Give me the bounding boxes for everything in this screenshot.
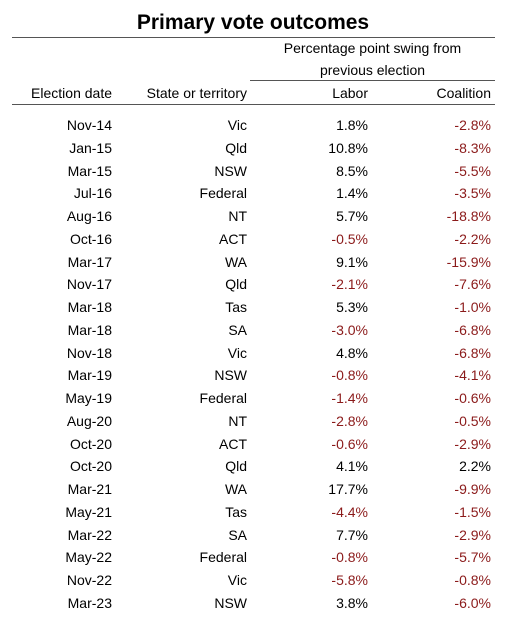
state: Vic xyxy=(227,117,247,133)
election-date: Mar-22 xyxy=(67,526,112,543)
labor-swing: 8.5% xyxy=(336,162,368,179)
labor-swing: 5.7% xyxy=(336,208,368,225)
labor-swing: 7.7% xyxy=(336,526,368,543)
election-date: Oct-20 xyxy=(69,435,112,452)
coalition-swing: -5.7% xyxy=(454,549,491,566)
state: Federal xyxy=(199,549,247,566)
state: Federal xyxy=(199,390,247,407)
election-date: May-19 xyxy=(65,390,112,407)
election-date: Jan-15 xyxy=(69,139,112,156)
column-header: State or territory xyxy=(146,85,247,101)
state: NSW xyxy=(214,162,247,179)
labor-swing: 17.7% xyxy=(328,481,368,498)
election-date: Mar-23 xyxy=(67,594,112,611)
election-date: Nov-17 xyxy=(66,276,112,293)
coalition-swing: -2.9% xyxy=(454,435,491,452)
state: NSW xyxy=(214,367,247,384)
labor-swing: -0.8% xyxy=(331,549,368,566)
labor-swing: -3.0% xyxy=(331,321,368,338)
labor-swing: -4.4% xyxy=(331,503,368,520)
coalition-swing: -18.8% xyxy=(446,208,491,225)
state: Qld xyxy=(225,458,247,475)
election-date: Nov-14 xyxy=(66,117,112,133)
state: NSW xyxy=(214,594,247,611)
coalition-swing: -6.8% xyxy=(454,321,491,338)
coalition-swing: -0.5% xyxy=(454,412,491,429)
labor-swing: -0.8% xyxy=(331,367,368,384)
state: ACT xyxy=(219,230,247,247)
labor-swing: 3.8% xyxy=(336,594,368,611)
election-date: Mar-15 xyxy=(67,162,112,179)
labor-swing: -2.1% xyxy=(331,276,368,293)
rule xyxy=(12,37,495,38)
coalition-swing: -5.5% xyxy=(454,162,491,179)
election-date: Mar-18 xyxy=(67,299,112,316)
election-date: May-22 xyxy=(65,549,112,566)
labor-swing: -0.6% xyxy=(331,435,368,452)
labor-swing: -0.5% xyxy=(331,230,368,247)
state: Vic xyxy=(227,572,247,589)
coalition-swing: -1.5% xyxy=(454,503,491,520)
election-date: Jul-16 xyxy=(73,185,112,202)
coalition-swing: -15.9% xyxy=(446,253,491,270)
column-header: Labor xyxy=(332,85,368,101)
labor-swing: 4.8% xyxy=(336,344,368,361)
election-date: Nov-22 xyxy=(66,572,112,589)
state: NT xyxy=(228,412,247,429)
state: WA xyxy=(224,253,247,270)
rule xyxy=(250,80,495,81)
state: Qld xyxy=(225,139,247,156)
election-date: Mar-21 xyxy=(67,481,112,498)
state: SA xyxy=(228,526,247,543)
election-date: Mar-18 xyxy=(67,321,112,338)
state: WA xyxy=(224,481,247,498)
election-date: Oct-20 xyxy=(69,458,112,475)
state: NT xyxy=(228,208,247,225)
state: Qld xyxy=(225,276,247,293)
election-date: Mar-19 xyxy=(67,367,112,384)
labor-swing: 1.8% xyxy=(336,117,368,133)
state: Tas xyxy=(225,503,247,520)
coalition-swing: -7.6% xyxy=(454,276,491,293)
coalition-swing: -4.1% xyxy=(454,367,491,384)
election-date: Nov-18 xyxy=(66,344,112,361)
coalition-swing: 2.2% xyxy=(459,458,491,475)
coalition-swing: -1.0% xyxy=(454,299,491,316)
election-date: May-21 xyxy=(65,503,112,520)
coalition-swing: -6.8% xyxy=(454,344,491,361)
coalition-swing: -8.3% xyxy=(454,139,491,156)
table-title: Primary vote outcomes xyxy=(136,11,370,34)
state: Vic xyxy=(227,344,247,361)
column-header: Coalition xyxy=(436,85,491,101)
state: SA xyxy=(228,321,247,338)
coalition-swing: -2.8% xyxy=(454,117,491,133)
coalition-swing: -0.6% xyxy=(454,390,491,407)
rule xyxy=(12,104,495,105)
election-date: Aug-20 xyxy=(66,412,112,429)
labor-swing: 4.1% xyxy=(336,458,368,475)
election-date: Aug-16 xyxy=(66,208,112,225)
coalition-swing: -6.0% xyxy=(454,594,491,611)
state: Federal xyxy=(199,185,247,202)
labor-swing: 10.8% xyxy=(328,139,368,156)
labor-swing: 5.3% xyxy=(336,299,368,316)
coalition-swing: -2.9% xyxy=(454,526,491,543)
coalition-swing: -3.5% xyxy=(454,185,491,202)
column-group-header: Percentage point swing from previous ele… xyxy=(283,40,462,78)
state: Tas xyxy=(225,299,247,316)
labor-swing: 9.1% xyxy=(336,253,368,270)
state: ACT xyxy=(219,435,247,452)
election-date: Oct-16 xyxy=(69,230,112,247)
coalition-swing: -9.9% xyxy=(454,481,491,498)
labor-swing: -2.8% xyxy=(331,412,368,429)
coalition-swing: -2.2% xyxy=(454,230,491,247)
column-header: Election date xyxy=(31,85,112,101)
coalition-swing: -0.8% xyxy=(454,572,491,589)
labor-swing: 1.4% xyxy=(336,185,368,202)
labor-swing: -5.8% xyxy=(331,572,368,589)
labor-swing: -1.4% xyxy=(331,390,368,407)
election-date: Mar-17 xyxy=(67,253,112,270)
